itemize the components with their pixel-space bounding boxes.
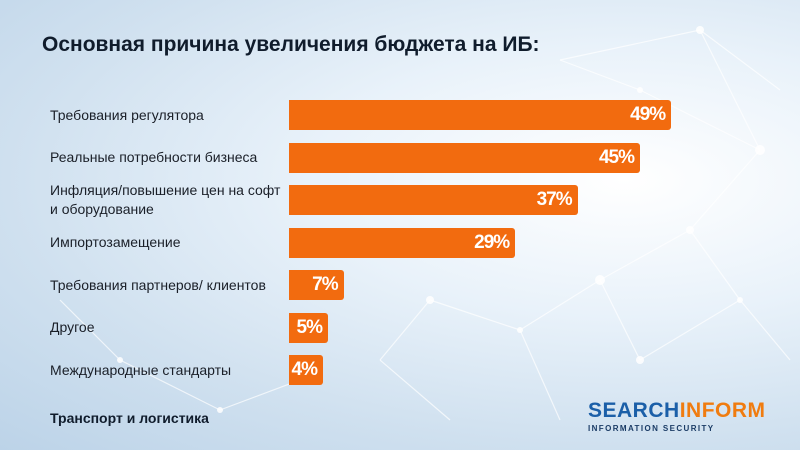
logo-tagline: INFORMATION SECURITY: [588, 424, 715, 433]
category-label: Другое: [50, 319, 95, 335]
chart-title: Основная причина увеличения бюджета на И…: [42, 33, 540, 56]
category-label: Требования регулятора: [50, 106, 204, 123]
value-label: 29%: [474, 231, 510, 253]
category-label: Импортозамещение: [50, 234, 181, 250]
bar: [289, 312, 328, 343]
bar: [289, 142, 640, 173]
industry-footer-label: Транспорт и логистика: [50, 410, 209, 426]
value-label: 49%: [630, 104, 666, 125]
bar: [289, 270, 344, 300]
bar: [289, 100, 672, 130]
category-label: Инфляция/повышение цен на софт и оборудо…: [50, 182, 281, 217]
bar: [289, 355, 323, 385]
value-label: 37%: [536, 189, 573, 210]
value-label: 7%: [312, 274, 338, 295]
category-label: Реальные потребности бизнеса: [50, 149, 258, 165]
category-label: Международные стандарты: [50, 361, 232, 378]
searchinform-logo: SEARCHINFORM INFORMATION SECURITY: [588, 399, 766, 434]
category-label: Требования партнеров/ клиентов: [50, 276, 266, 293]
bar: [289, 185, 578, 215]
value-label: 5%: [296, 316, 323, 338]
value-label: 4%: [291, 359, 318, 380]
bar: [289, 227, 516, 258]
logo-text-inform: INFORM: [679, 399, 766, 422]
value-label: 45%: [598, 146, 635, 168]
logo-text-search: SEARCH: [588, 399, 680, 422]
